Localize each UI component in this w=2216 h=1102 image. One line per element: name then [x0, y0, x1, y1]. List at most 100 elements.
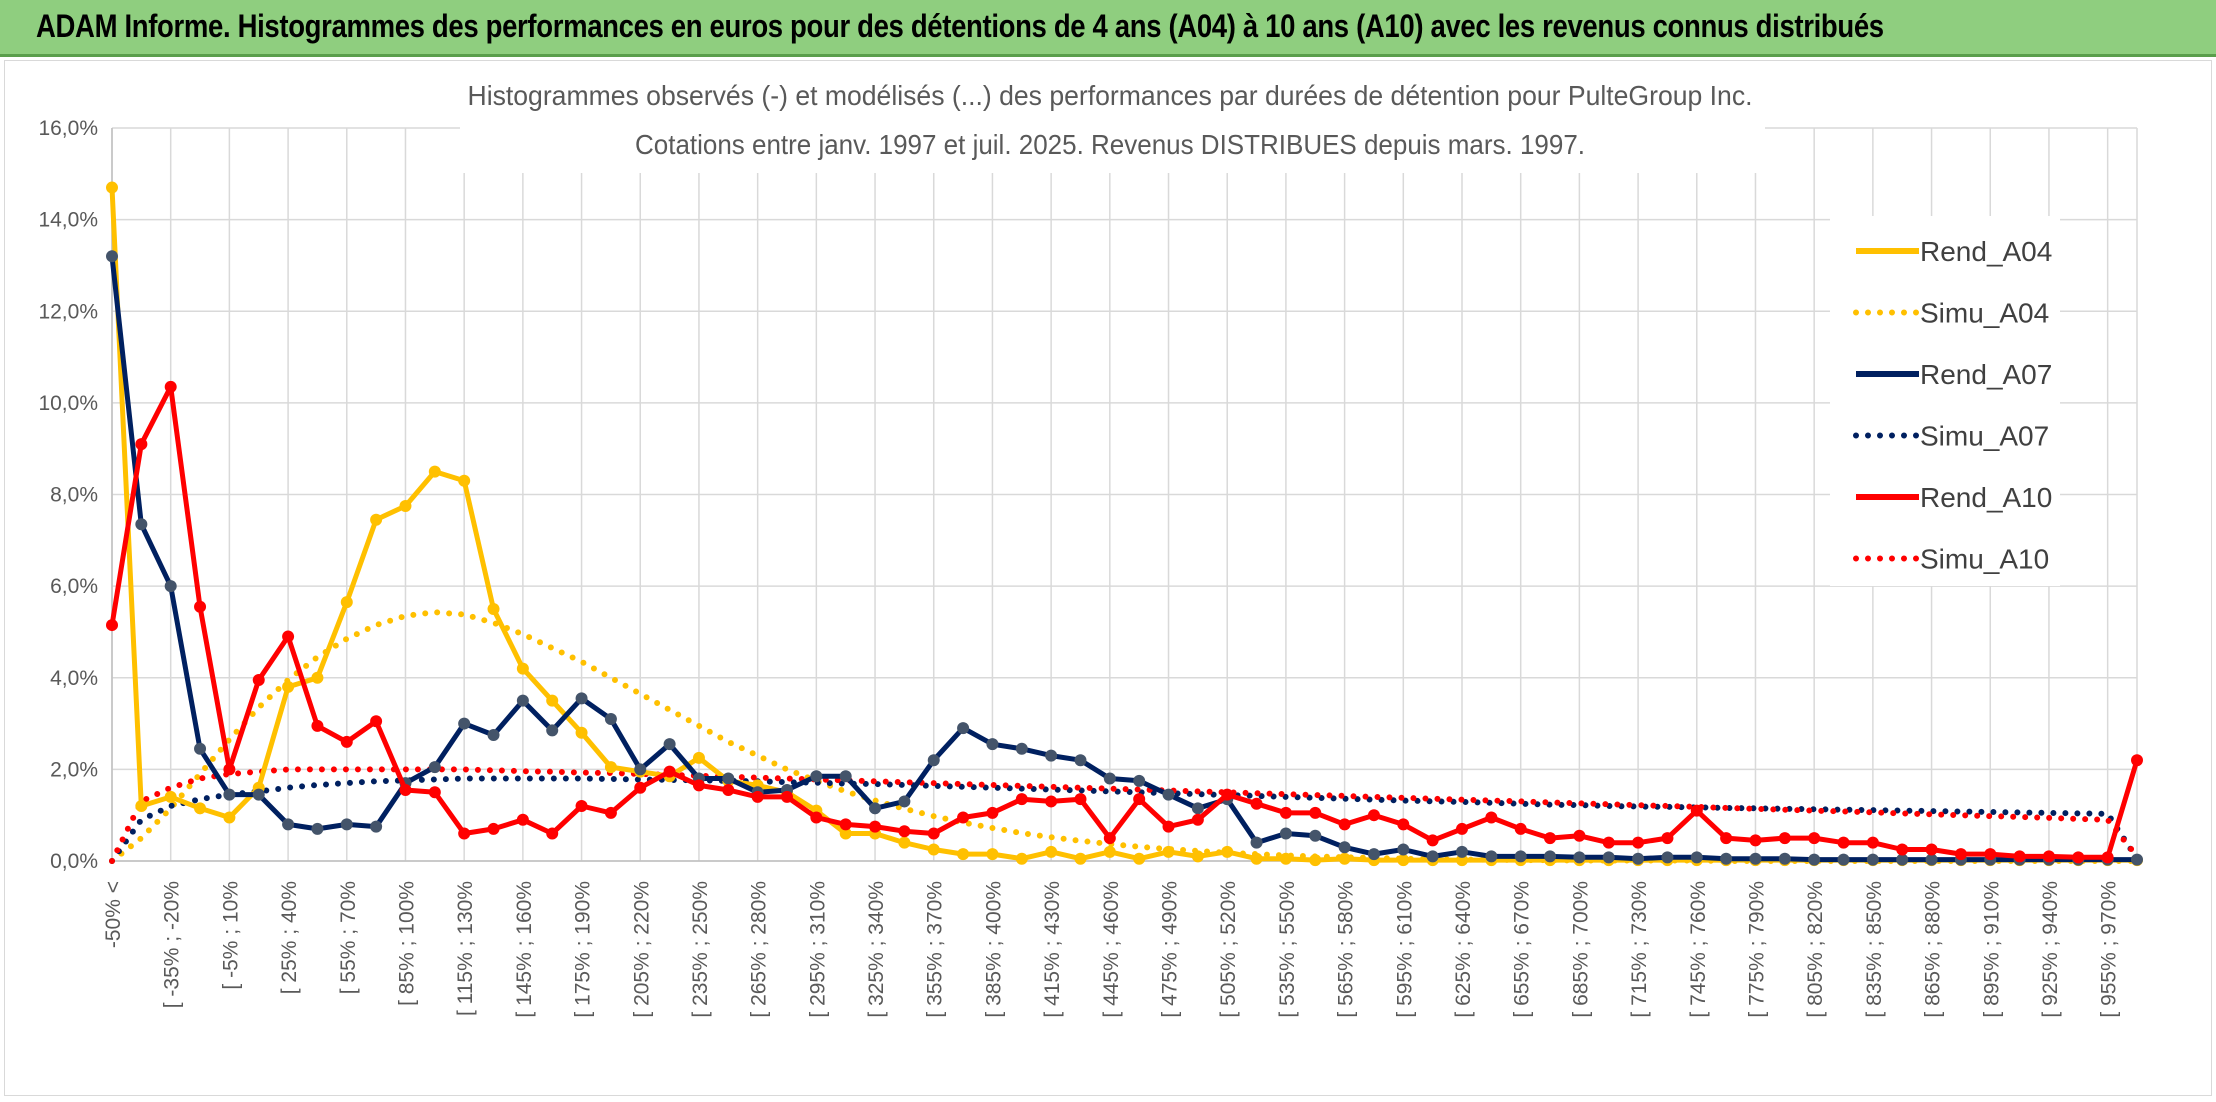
- data-point: [252, 788, 265, 801]
- data-point: [516, 813, 529, 826]
- data-point: [1690, 851, 1703, 864]
- x-tick-label: [ -5% ; 10%: [219, 881, 242, 990]
- chart-frame: 0,0% 2,0% 4,0% 6,0% 8,0% 10,0% 12,0% 14,0% 16,0%…: [4, 60, 2212, 1096]
- data-point: [311, 671, 324, 684]
- data-point: [1015, 852, 1028, 865]
- series-line-rend-a07: [109, 256, 2137, 863]
- series-line-simu-a04: [109, 609, 2140, 864]
- data-point: [1544, 850, 1557, 863]
- data-point: [1720, 852, 1733, 865]
- x-tick-label: [ 925% ; 940%: [2039, 881, 2062, 1018]
- data-point: [986, 738, 999, 751]
- data-point: [1309, 854, 1322, 867]
- data-point: [2131, 853, 2143, 866]
- data-point: [1279, 827, 1292, 840]
- x-tick-label: [ 295% ; 310%: [806, 881, 829, 1018]
- data-point: [957, 811, 970, 824]
- data-point: [1191, 813, 1204, 826]
- data-point: [487, 729, 500, 742]
- data-point: [106, 619, 118, 632]
- chart-title: Histogrammes observés (-) et modélisés (…: [468, 80, 1753, 111]
- data-point: [487, 603, 500, 616]
- data-point: [869, 820, 882, 833]
- data-point: [135, 800, 148, 813]
- y-tick-label: 12,0%: [38, 300, 98, 323]
- data-point: [927, 843, 940, 856]
- data-point: [1133, 852, 1146, 865]
- x-tick-label: [ 775% ; 790%: [1745, 881, 1768, 1018]
- data-point: [722, 772, 735, 785]
- data-point: [957, 848, 970, 861]
- data-point: [986, 806, 999, 819]
- data-point: [1778, 832, 1791, 845]
- data-point: [340, 818, 353, 831]
- legend-label-rend-a10: Rend_A10: [1920, 482, 2052, 513]
- data-point: [1338, 852, 1351, 865]
- data-point: [282, 818, 295, 831]
- header-banner: ADAM Informe. Histogrammes des performan…: [0, 0, 2216, 57]
- data-point: [135, 518, 148, 531]
- data-point: [751, 790, 764, 803]
- legend-label-simu-a10: Simu_A10: [1920, 544, 2049, 575]
- data-point: [164, 790, 177, 803]
- x-tick-label: [ 655% ; 670%: [1511, 881, 1534, 1018]
- data-point: [898, 825, 911, 838]
- data-point: [1309, 806, 1322, 819]
- data-point: [106, 250, 118, 263]
- data-point: [1074, 852, 1087, 865]
- data-point: [1045, 845, 1058, 858]
- data-point: [164, 580, 177, 593]
- x-tick-label: [ 475% ; 490%: [1159, 881, 1182, 1018]
- x-tick-label: [ 685% ; 700%: [1569, 881, 1592, 1018]
- data-point: [516, 694, 529, 707]
- series-line-rend-a10: [109, 384, 2140, 860]
- data-point: [370, 513, 383, 526]
- data-point: [194, 600, 207, 613]
- data-point: [722, 783, 735, 796]
- data-point: [898, 836, 911, 849]
- data-point: [106, 181, 118, 194]
- data-point: [927, 827, 940, 840]
- y-tick-label: 6,0%: [50, 575, 98, 598]
- data-point: [1866, 836, 1879, 849]
- legend-label-rend-a07: Rend_A07: [1920, 359, 2052, 390]
- y-tick-label: 16,0%: [38, 117, 98, 140]
- data-point: [781, 790, 793, 803]
- data-point: [1221, 788, 1234, 801]
- x-tick-label: [ 25% ; 40%: [278, 881, 301, 994]
- data-point: [692, 751, 705, 764]
- data-point: [370, 715, 383, 728]
- data-point: [1808, 853, 1821, 866]
- legend-label-rend-a04: Rend_A04: [1920, 236, 2052, 267]
- data-point: [869, 802, 882, 815]
- data-point: [2101, 851, 2114, 864]
- x-tick-label: [ 235% ; 250%: [689, 881, 712, 1018]
- x-tick-label: [ 55% ; 70%: [337, 881, 360, 994]
- data-point: [1074, 793, 1087, 806]
- data-point: [1984, 848, 1997, 861]
- data-point: [663, 738, 676, 751]
- legend-label-simu-a04: Simu_A04: [1920, 298, 2049, 329]
- chart-svg: 0,0% 2,0% 4,0% 6,0% 8,0% 10,0% 12,0% 14,0% 16,0%…: [38, 61, 2143, 1018]
- data-point: [458, 474, 471, 487]
- data-point: [1514, 822, 1527, 835]
- data-point: [1133, 774, 1146, 787]
- data-point: [458, 827, 471, 840]
- data-point: [1397, 843, 1410, 856]
- data-point: [986, 848, 999, 861]
- data-point: [1103, 772, 1116, 785]
- x-tick-label: [ 625% ; 640%: [1452, 881, 1475, 1018]
- data-point: [311, 719, 324, 732]
- data-point: [810, 770, 823, 783]
- data-point: [1456, 845, 1468, 858]
- data-point: [839, 818, 852, 831]
- data-point: [340, 735, 353, 748]
- data-point: [604, 761, 617, 774]
- data-point: [135, 438, 148, 451]
- data-point: [839, 770, 852, 783]
- data-point: [575, 726, 588, 739]
- data-point: [428, 786, 441, 799]
- x-tick-label: [ 175% ; 190%: [572, 881, 595, 1018]
- data-point: [1426, 850, 1439, 863]
- data-point: [458, 717, 471, 730]
